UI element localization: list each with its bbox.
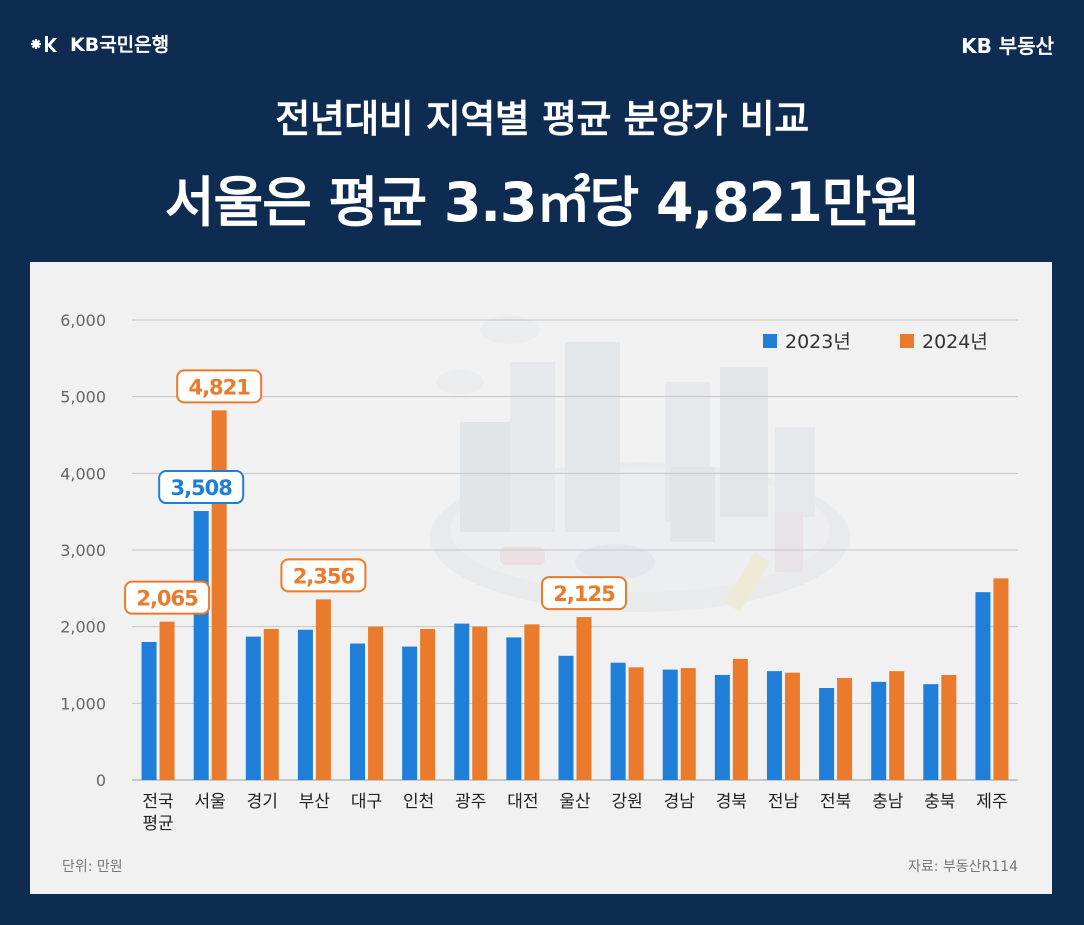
callout-box bbox=[280, 558, 367, 593]
bar-2023년-경북 bbox=[714, 674, 730, 780]
callout-box bbox=[158, 470, 245, 505]
bar-2023년-충남 bbox=[871, 681, 887, 780]
bar-2024년-부산 bbox=[315, 599, 331, 780]
x-tick-label: 광주 bbox=[455, 792, 486, 812]
x-tick-label: 대전 bbox=[507, 792, 538, 812]
bar-2024년-전국 평균 bbox=[159, 621, 175, 780]
x-tick-label: 충북 bbox=[924, 792, 955, 812]
y-tick-label: 1,000 bbox=[60, 694, 106, 713]
x-tick-label: 전국 bbox=[142, 792, 173, 812]
bar-2023년-강원 bbox=[610, 662, 626, 780]
bar-2023년-대구 bbox=[350, 643, 366, 780]
page-subtitle: 서울은 평균 3.3㎡당 4,821만원 bbox=[164, 171, 920, 234]
bar-2023년-부산 bbox=[297, 629, 313, 780]
legend-swatch-2024 bbox=[900, 334, 914, 348]
page-title: 전년대비 지역별 평균 분양가 비교 bbox=[275, 97, 809, 141]
x-tick-label: 전남 bbox=[768, 792, 800, 812]
bar-2024년-광주 bbox=[472, 626, 488, 780]
legend-label-2023: 2023년 bbox=[785, 331, 851, 353]
callout-box bbox=[176, 369, 263, 404]
bar-2023년-광주 bbox=[454, 623, 470, 780]
bar-2023년-인천 bbox=[402, 646, 418, 780]
bar-2024년-제주 bbox=[993, 578, 1009, 780]
bar-2023년-울산 bbox=[558, 655, 574, 780]
y-tick-label: 6,000 bbox=[60, 311, 106, 330]
bar-2024년-경북 bbox=[732, 658, 748, 780]
callout-value: 2,125 bbox=[553, 582, 615, 606]
bar-2024년-서울 bbox=[211, 410, 227, 780]
x-tick-label: 인천 bbox=[403, 792, 434, 812]
value-callouts: 2,065 3,508 4,821 2,356 2,125 bbox=[124, 369, 627, 615]
bar-2023년-경남 bbox=[662, 669, 678, 780]
source-note: 자료: 부동산R114 bbox=[908, 859, 1018, 875]
bar-2023년-대전 bbox=[506, 637, 522, 780]
bar-2024년-울산 bbox=[576, 617, 592, 780]
bar-2024년-인천 bbox=[420, 628, 436, 780]
callout-value: 2,356 bbox=[293, 564, 355, 588]
bar-2024년-충남 bbox=[889, 671, 905, 780]
bar-2024년-대전 bbox=[524, 624, 540, 780]
bar-2023년-제주 bbox=[975, 592, 991, 780]
y-axis-ticks: 0 1,000 2,000 3,000 4,000 5,000 6,000 bbox=[60, 311, 106, 790]
x-tick-label: 경기 bbox=[247, 792, 278, 812]
y-tick-label: 2,000 bbox=[60, 618, 106, 637]
callout-2,125: 2,125 bbox=[541, 576, 627, 611]
callout-value: 4,821 bbox=[188, 375, 250, 399]
legend-label-2024: 2024년 bbox=[922, 331, 988, 353]
bank-logo-text: KB국민은행 bbox=[70, 34, 170, 56]
legend: 2023년 2024년 bbox=[763, 331, 988, 353]
kb-realestate-brand: KB 부동산 bbox=[961, 34, 1054, 58]
x-tick-label: 경남 bbox=[664, 792, 696, 812]
legend-swatch-2023 bbox=[763, 334, 777, 348]
callout-value: 2,065 bbox=[136, 587, 198, 611]
y-tick-label: 4,000 bbox=[60, 464, 106, 483]
bar-2023년-전남 bbox=[766, 671, 782, 780]
x-tick-label: 충남 bbox=[872, 792, 904, 812]
callout-4,821: 4,821 bbox=[176, 369, 263, 404]
bar-2023년-충북 bbox=[923, 684, 939, 780]
grid-lines bbox=[132, 319, 1018, 781]
kb-star-icon bbox=[31, 35, 57, 52]
y-tick-label: 3,000 bbox=[60, 541, 106, 560]
city-illustration bbox=[430, 316, 850, 612]
callout-box bbox=[124, 580, 211, 615]
bar-2023년-전북 bbox=[819, 688, 835, 780]
x-tick-label: 전북 bbox=[820, 792, 851, 812]
x-tick-label: 부산 bbox=[299, 792, 331, 812]
x-tick-label: 강원 bbox=[611, 792, 642, 812]
kb-kookmin-logo: KB국민은행 bbox=[28, 30, 169, 57]
y-tick-label: 5,000 bbox=[60, 388, 106, 407]
bar-2024년-충북 bbox=[941, 674, 957, 780]
bar-2024년-경기 bbox=[263, 628, 279, 780]
bars bbox=[141, 410, 1009, 780]
x-tick-label: 울산 bbox=[559, 792, 591, 812]
x-tick-label: 경북 bbox=[716, 792, 747, 812]
x-tick-label: 서울 bbox=[195, 792, 226, 812]
bar-chart: 0 1,000 2,000 3,000 4,000 5,000 6,000 2,065 3,5… bbox=[60, 311, 1018, 875]
callout-2,356: 2,356 bbox=[280, 558, 367, 593]
callout-2,065: 2,065 bbox=[124, 580, 211, 615]
bar-2024년-전남 bbox=[784, 672, 800, 780]
x-tick-label: 제주 bbox=[976, 792, 1007, 812]
x-tick-label: 대구 bbox=[351, 792, 382, 812]
bar-2024년-경남 bbox=[680, 668, 696, 780]
bar-2024년-강원 bbox=[628, 667, 644, 780]
bar-2024년-전북 bbox=[837, 678, 853, 780]
callout-value: 3,508 bbox=[170, 476, 232, 500]
chart-panel: 0 1,000 2,000 3,000 4,000 5,000 6,000 2,065 3,5… bbox=[30, 262, 1052, 894]
bar-2023년-경기 bbox=[245, 636, 261, 780]
x-tick-label: 평균 bbox=[142, 814, 173, 834]
bar-2024년-대구 bbox=[368, 626, 384, 780]
callout-box bbox=[541, 576, 627, 611]
bar-2023년-서울 bbox=[193, 511, 209, 780]
bar-2023년-전국 평균 bbox=[141, 642, 157, 780]
unit-note: 단위: 만원 bbox=[62, 859, 123, 875]
callout-3,508: 3,508 bbox=[158, 470, 245, 505]
y-tick-label: 0 bbox=[96, 771, 106, 790]
